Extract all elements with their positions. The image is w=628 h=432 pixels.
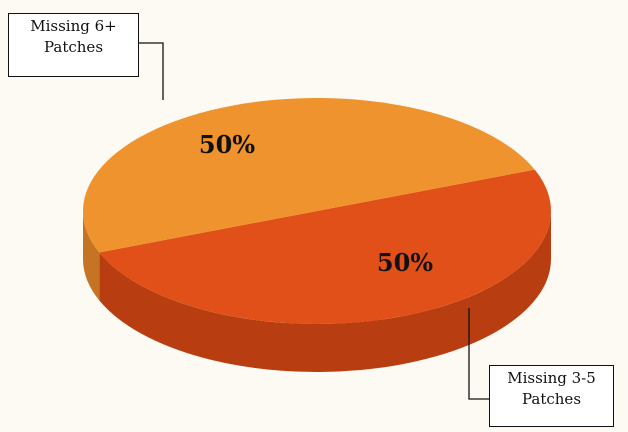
slice-label-line2: Patches: [43, 38, 104, 56]
pie-slice-side-0: [99, 211, 551, 373]
pie-slice-0: [99, 169, 551, 324]
pie-slice-1: [82, 98, 535, 253]
slice-label-missing-3-5: Missing 3-5 Patches: [489, 365, 614, 427]
slice-value-label-0: 50%: [199, 130, 255, 159]
pie-slice-side-1: [83, 211, 100, 301]
slice-label-line1: Missing 6+: [30, 17, 117, 35]
slice-label-line2: Patches: [521, 390, 582, 408]
slice-label-missing-6-plus: Missing 6+ Patches: [8, 13, 139, 77]
leader-line-0: [139, 42, 164, 100]
slice-label-line1: Missing 3-5: [507, 369, 596, 387]
leader-line-1: [468, 308, 489, 400]
slice-value-label-1: 50%: [377, 248, 433, 277]
